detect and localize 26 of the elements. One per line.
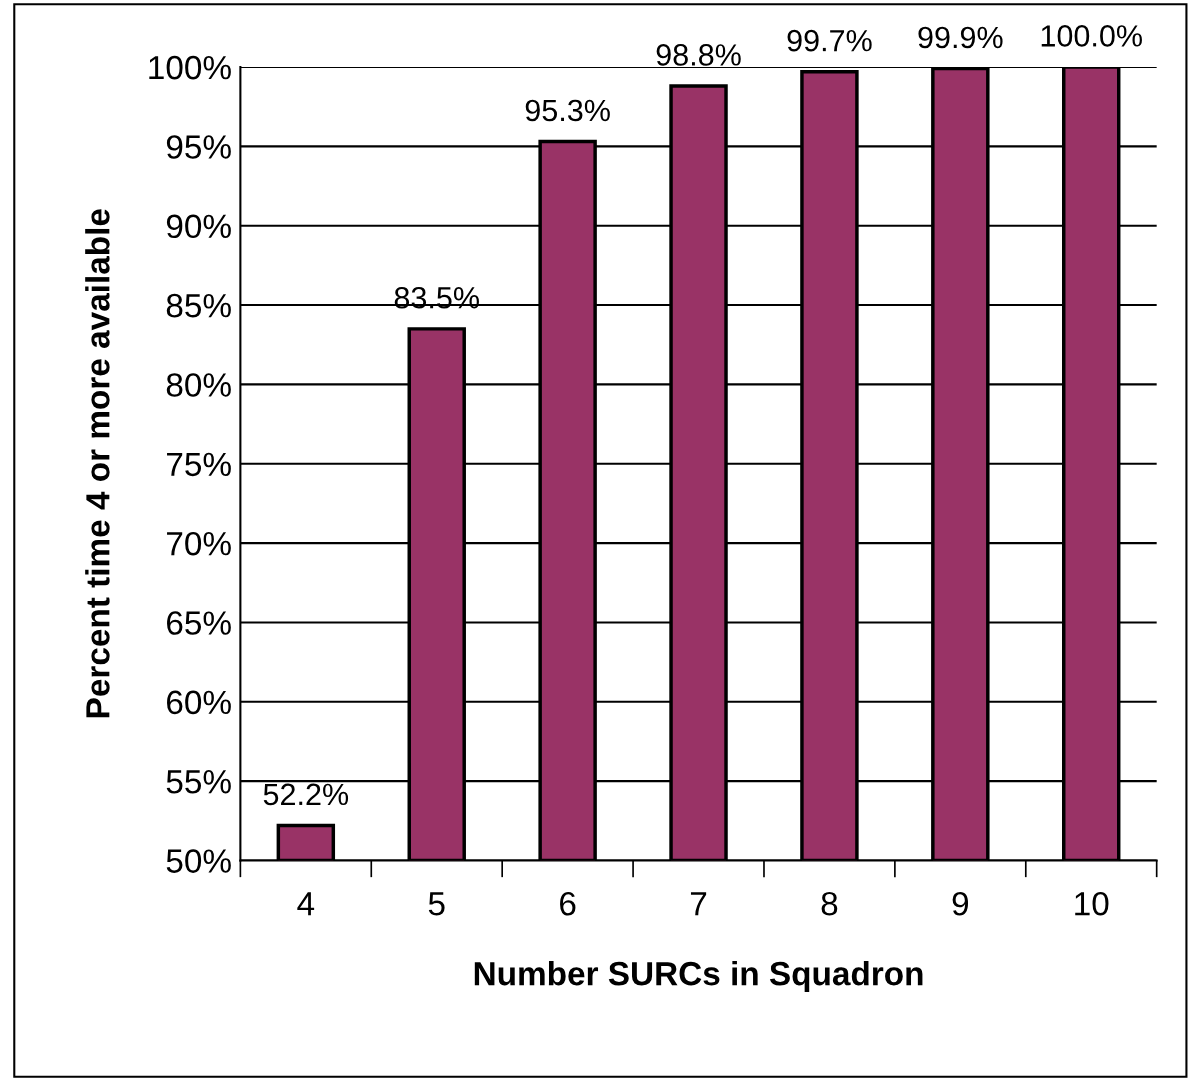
x-axis-title: Number SURCs in Squadron [474,960,923,993]
data-label: 52.2% [263,783,349,806]
y-tick-label: 95% [166,135,231,159]
data-label: 99.7% [787,29,872,52]
data-label: 98.8% [656,44,741,66]
data-label: 95.3% [525,99,610,122]
x-tick-label: 9 [952,891,969,916]
y-tick-label: 70% [167,531,231,556]
y-tick-label: 65% [167,611,231,635]
y-tick-label: 50% [166,849,231,873]
data-label: 99.9% [918,26,1003,49]
x-tick-label: 10 [1075,891,1109,916]
x-tick-label: 7 [690,892,707,916]
x-tick-label: 5 [428,892,445,916]
y-tick-label: 100% [149,55,231,80]
x-tick-label: 6 [560,891,576,916]
y-tick-label: 80% [166,373,231,397]
y-tick-label: 90% [166,214,231,239]
y-tick-label: 60% [167,690,231,715]
y-axis-title: Percent time 4 or more available [85,209,110,718]
x-tick-label: 8 [821,891,838,916]
y-tick-label: 75% [167,452,231,477]
data-label: 100.0% [1041,25,1142,47]
y-tick-label: 55% [166,770,231,794]
y-tick-label: 85% [166,293,231,318]
x-tick-label: 4 [297,892,315,916]
